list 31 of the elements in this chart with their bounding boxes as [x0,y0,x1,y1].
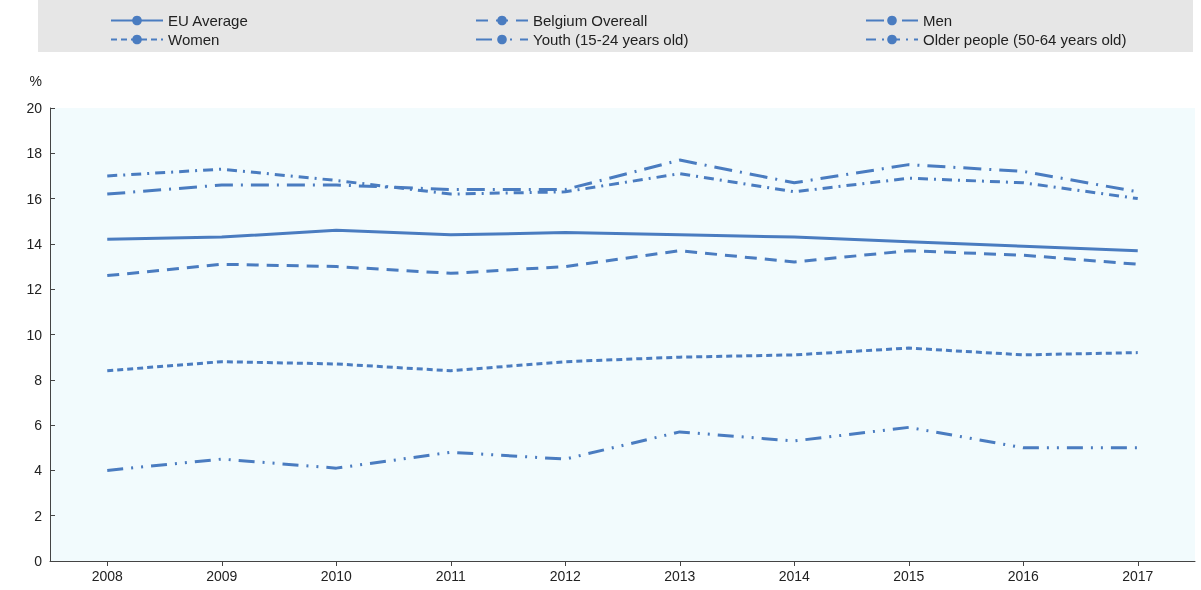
y-tick-label: 16 [26,190,43,207]
legend-label: EU Average [168,12,248,29]
legend-label: Women [168,31,220,48]
x-tick-label: 2017 [1122,568,1154,584]
x-tick-label: 2012 [549,568,582,584]
line-series [105,228,1140,253]
y-tick-label: 6 [34,417,43,434]
x-tick-label: 2008 [91,568,124,584]
y-tick-label: 18 [26,145,43,162]
legend-label: Men [923,12,953,29]
legend-label: Belgium Overeall [533,12,648,29]
y-tick-label: 2 [34,507,43,524]
y-tick-label: 10 [26,326,43,343]
y-tick-label: 20 [26,100,43,116]
y-axis-title: % [29,73,42,89]
y-tick-label: 14 [26,235,43,252]
x-tick-label: 2011 [435,568,467,584]
x-tick-label: 2015 [893,568,925,584]
y-tick-label: 0 [34,553,43,569]
y-tick-label: 12 [26,281,43,298]
legend-label: Youth (15-24 years old) [533,31,689,48]
y-tick-label: 8 [34,371,43,388]
line-series [105,346,1140,373]
x-tick-label: 2013 [664,568,696,584]
x-tick-label: 2010 [320,568,353,584]
y-tick-label: 4 [34,462,43,479]
x-tick-label: 2014 [778,568,811,584]
legend-label: Older people (50-64 years old) [923,31,1127,48]
x-tick-label: 2016 [1007,568,1040,584]
x-tick-label: 2009 [206,568,238,584]
line-series [105,425,1140,472]
